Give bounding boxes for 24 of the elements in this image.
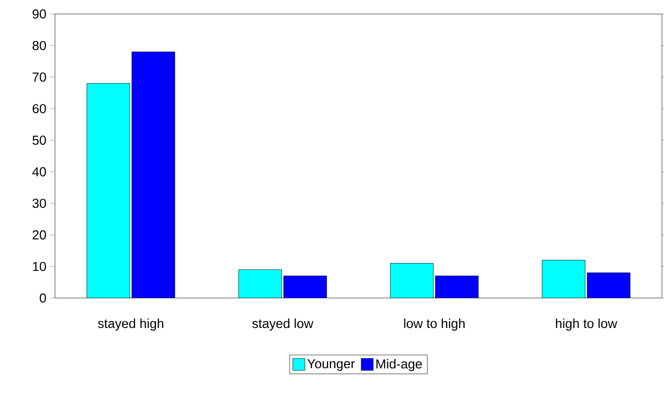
y-tick-label: 50 — [32, 136, 46, 145]
x-tick-label: stayed high — [98, 318, 164, 331]
bar — [390, 263, 434, 298]
y-tick-label: 60 — [32, 104, 46, 114]
legend-label: Mid-age — [376, 358, 422, 372]
bar — [542, 260, 586, 298]
legend-label: Younger — [307, 359, 355, 371]
y-tick-label: 70 — [32, 72, 46, 82]
y-tick-label: 0 — [40, 293, 46, 303]
x-tick-label: high to low — [556, 318, 618, 331]
bar — [586, 272, 630, 298]
y-tick-label: 40 — [32, 167, 46, 176]
y-tick-label: 80 — [32, 40, 46, 50]
y-tick-label: 90 — [32, 9, 46, 19]
y-tick-label: 10 — [33, 262, 46, 272]
bar — [86, 83, 130, 298]
x-tick-label: low to high — [404, 318, 465, 331]
y-tick-label: 20 — [32, 230, 46, 240]
bar — [238, 269, 282, 298]
bar — [132, 52, 176, 298]
y-tick-label: 30 — [32, 198, 46, 208]
x-tick-label: stayed low — [252, 318, 314, 331]
bar — [435, 276, 479, 298]
bar — [283, 276, 327, 298]
